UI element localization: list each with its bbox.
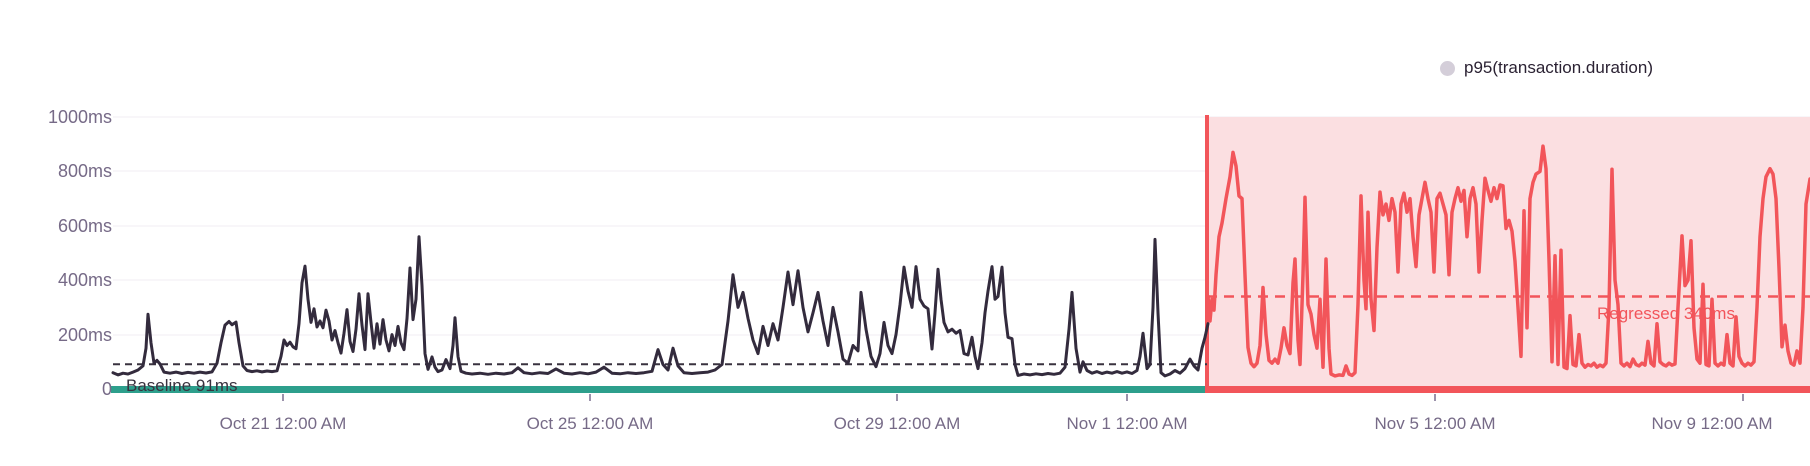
x-axis-label: Oct 21 12:00 AM <box>219 414 347 433</box>
legend-series-dot-icon <box>1440 60 1455 76</box>
x-axis-label: Nov 1 12:00 AM <box>1066 414 1188 433</box>
y-axis-label: 800ms <box>57 161 112 181</box>
y-axis-label: 400ms <box>57 270 112 290</box>
y-axis-label: 0 <box>101 379 112 399</box>
y-axis-label: 600ms <box>57 216 112 236</box>
regressed-annotation-label: Regressed 340ms <box>1597 304 1735 323</box>
x-axis-label: Nov 5 12:00 AM <box>1374 414 1496 433</box>
x-axis-label: Oct 25 12:00 AM <box>526 414 654 433</box>
x-axis-label: Nov 9 12:00 AM <box>1651 414 1773 433</box>
legend-item-p95[interactable]: p95(transaction.duration) <box>1440 58 1653 78</box>
y-axis-label: 200ms <box>57 325 112 345</box>
y-axis-label: 1000ms <box>47 107 112 127</box>
baseline-annotation-label: Baseline 91ms <box>126 376 238 395</box>
x-axis-label: Oct 29 12:00 AM <box>833 414 961 433</box>
legend-series-label: p95(transaction.duration) <box>1464 58 1654 77</box>
